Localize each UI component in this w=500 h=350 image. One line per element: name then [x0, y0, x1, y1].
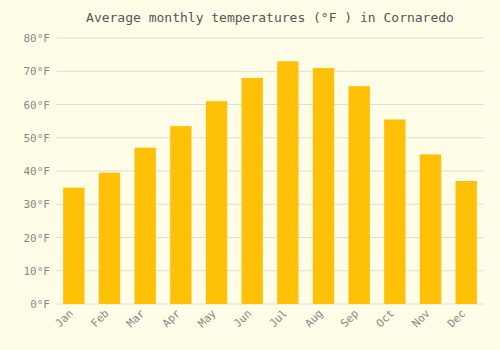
- bar: [134, 148, 155, 304]
- x-tick-label: Jul: [267, 307, 290, 330]
- bar: [455, 181, 476, 304]
- y-tick-label: 40°F: [24, 165, 51, 178]
- chart-svg: Average monthly temperatures (°F ) in Co…: [0, 0, 500, 350]
- y-tick-label: 80°F: [24, 32, 51, 45]
- x-tick-label: Apr: [160, 307, 184, 331]
- grid-line: [56, 38, 484, 39]
- page: {"chart_data": {"type": "bar", "title": …: [0, 0, 500, 350]
- bar: [384, 119, 405, 304]
- grid-line: [56, 137, 484, 138]
- x-tick-label: Nov: [409, 307, 433, 331]
- bar: [313, 68, 334, 304]
- y-tick-label: 60°F: [24, 99, 51, 112]
- x-tick-label: May: [195, 307, 219, 331]
- bar: [241, 78, 262, 304]
- y-tick-label: 10°F: [24, 265, 51, 278]
- x-tick-label: Feb: [88, 307, 111, 330]
- y-tick-label: 50°F: [24, 132, 51, 145]
- y-tick-label: 30°F: [24, 198, 51, 211]
- x-tick-label: Aug: [302, 307, 325, 330]
- x-tick-label: Jun: [231, 307, 254, 330]
- bar: [206, 101, 227, 304]
- bar: [277, 61, 298, 304]
- x-tick-label: Oct: [374, 307, 397, 330]
- x-tick-label: Sep: [338, 307, 361, 330]
- bar: [63, 188, 84, 304]
- y-tick-label: 0°F: [30, 298, 50, 311]
- chart-container: Average monthly temperatures (°F ) in Co…: [0, 0, 500, 350]
- x-axis: Jan Feb Mar Apr May Jun Jul Aug Sep Oct Nov Dec: [53, 307, 469, 331]
- bar: [348, 86, 369, 304]
- grid-line: [56, 71, 484, 72]
- bar: [170, 126, 191, 304]
- y-axis: 0°F 10°F 20°F 30°F 40°F 50°F 60°F 70°F 80°F: [24, 32, 485, 311]
- title: Average monthly temperatures (°F ) in Co…: [86, 10, 454, 25]
- bar: [99, 173, 120, 304]
- x-tick-label: Jan: [53, 307, 76, 330]
- bar: [420, 154, 441, 304]
- grid-line: [56, 104, 484, 105]
- y-tick-label: 20°F: [24, 232, 51, 245]
- x-tick-label: Dec: [445, 307, 468, 330]
- x-tick-label: Mar: [124, 307, 148, 331]
- y-tick-label: 70°F: [24, 65, 51, 78]
- bars: [63, 61, 477, 304]
